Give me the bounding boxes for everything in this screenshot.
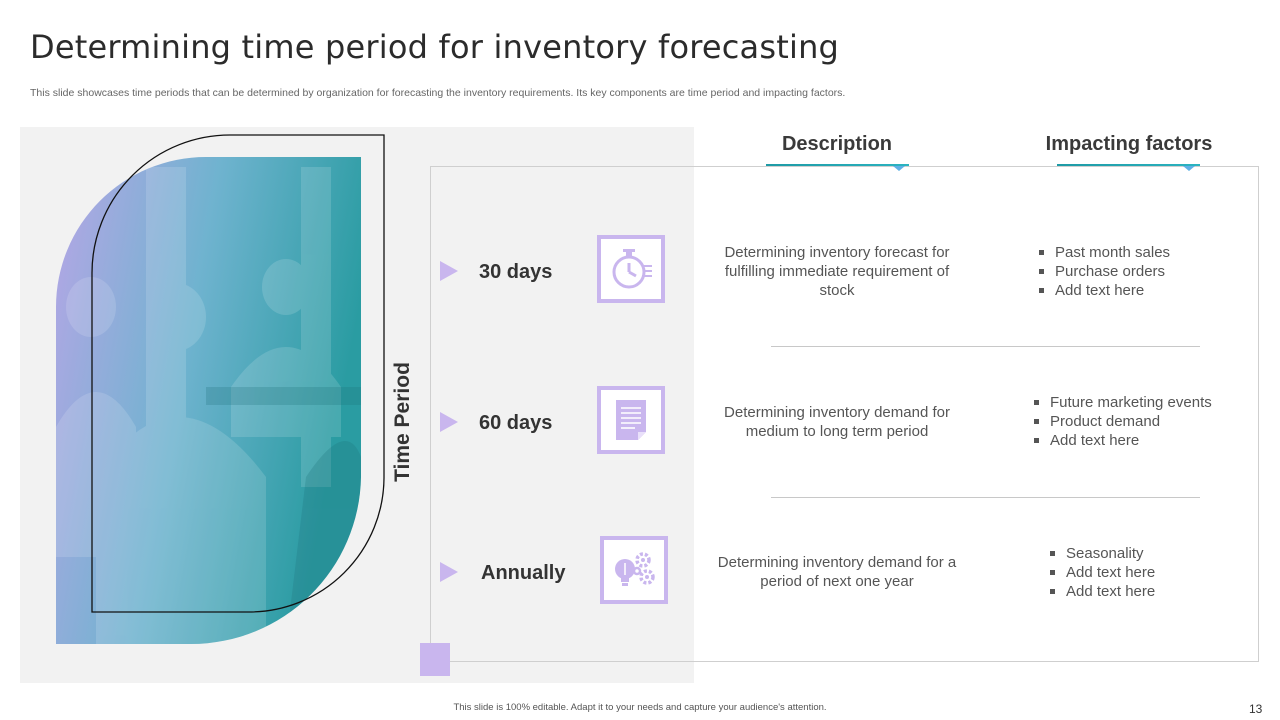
factor-item: Purchase orders xyxy=(1037,262,1170,281)
impacting-factors-header-bar xyxy=(1057,164,1200,166)
row-divider xyxy=(771,346,1200,347)
row-arrow-icon xyxy=(440,261,458,281)
period-label: 30 days xyxy=(479,261,553,283)
factor-item: Add text here xyxy=(1048,582,1155,601)
factor-item: Future marketing events xyxy=(1032,393,1212,412)
description-header: Description xyxy=(781,133,893,155)
page-number: 13 xyxy=(1249,702,1263,716)
impacting-factors-header-tick xyxy=(1183,166,1195,171)
accent-square xyxy=(420,643,450,676)
factor-item: Product demand xyxy=(1032,412,1212,431)
row-factors-list: Past month sales Purchase orders Add tex… xyxy=(1037,243,1170,300)
factor-item: Add text here xyxy=(1037,281,1170,300)
description-header-tick xyxy=(893,166,905,171)
meeting-photo xyxy=(56,157,361,644)
document-icon xyxy=(597,386,665,454)
stopwatch-icon xyxy=(597,235,665,303)
period-label: Annually xyxy=(481,562,566,584)
period-label: 60 days xyxy=(479,412,553,434)
content-frame xyxy=(430,166,1259,662)
page-subtitle: This slide showcases time periods that c… xyxy=(30,87,846,99)
description-header-bar xyxy=(766,164,909,166)
outline-frame xyxy=(91,134,385,613)
row-divider xyxy=(771,497,1200,498)
factor-item: Add text here xyxy=(1032,431,1212,450)
row-description: Determining inventory demand for a perio… xyxy=(717,554,957,590)
row-arrow-icon xyxy=(440,562,458,582)
row-arrow-icon xyxy=(440,412,458,432)
row-description: Determining inventory demand for medium … xyxy=(724,404,950,440)
page-title: Determining time period for inventory fo… xyxy=(30,28,840,66)
impacting-factors-header: Impacting factors xyxy=(1045,133,1213,155)
lightbulb-gears-icon xyxy=(600,536,668,604)
row-factors-list: Future marketing events Product demand A… xyxy=(1032,393,1212,450)
row-description: Determining inventory forecast for fulfi… xyxy=(724,244,950,299)
row-factors-list: Seasonality Add text here Add text here xyxy=(1048,544,1155,601)
time-period-label: Time Period xyxy=(391,362,414,482)
factor-item: Add text here xyxy=(1048,563,1155,582)
factor-item: Seasonality xyxy=(1048,544,1155,563)
factor-item: Past month sales xyxy=(1037,243,1170,262)
footer-note: This slide is 100% editable. Adapt it to… xyxy=(453,702,827,713)
